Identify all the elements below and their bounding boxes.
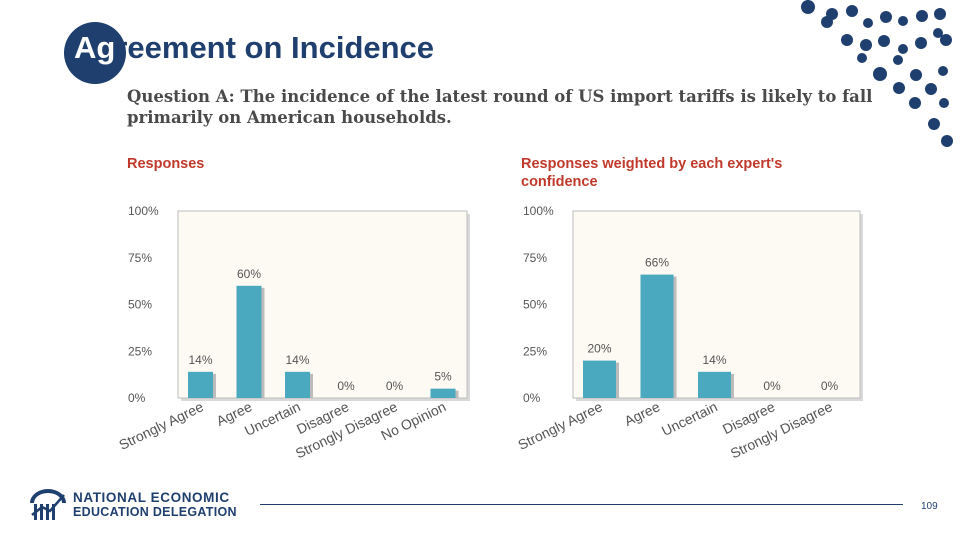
chart-left-title: Responses	[127, 156, 205, 172]
decorative-dot	[860, 39, 872, 51]
decorative-dot	[909, 97, 921, 109]
bar	[583, 360, 616, 398]
footer-divider	[260, 504, 903, 505]
decorative-dot	[898, 16, 908, 26]
org-name-line1: NATIONAL ECONOMIC	[73, 490, 230, 505]
x-category-label: Uncertain	[659, 398, 720, 439]
decorative-dot	[941, 135, 953, 147]
decorative-dot	[893, 82, 905, 94]
y-tick-label: 50%	[128, 298, 152, 312]
decorative-dot	[801, 0, 815, 14]
bar-value-label: 20%	[587, 342, 611, 356]
decorative-dot	[863, 18, 873, 28]
decorative-dot	[821, 16, 833, 28]
plot-area	[572, 210, 861, 399]
decorative-dot	[915, 37, 927, 49]
bar	[640, 274, 674, 398]
bar-value-label: 0%	[337, 379, 355, 393]
y-tick-label: 75%	[128, 251, 152, 265]
x-category-label: Agree	[622, 398, 663, 429]
bar-value-label: 0%	[763, 379, 781, 393]
bar-value-label: 14%	[188, 353, 212, 367]
decorative-dot	[925, 83, 937, 95]
decorative-dot-pattern	[801, 0, 953, 147]
decorative-dot	[938, 66, 948, 76]
bar-value-label: 14%	[702, 353, 726, 367]
decorative-dot	[910, 69, 922, 81]
y-tick-label: 100%	[523, 204, 554, 218]
chart-right-title: Responses weighted by each expert's conf…	[521, 156, 783, 190]
decorative-dot	[934, 8, 946, 20]
decorative-dot	[880, 11, 892, 23]
x-category-label: Strongly Agree	[515, 398, 605, 453]
bar	[236, 285, 262, 398]
bar-value-label: 0%	[821, 379, 839, 393]
bar-value-label: 5%	[434, 370, 452, 384]
plot-area	[177, 210, 468, 399]
y-tick-label: 25%	[523, 344, 547, 358]
y-tick-label: 100%	[128, 204, 159, 218]
decorative-dot	[857, 53, 867, 63]
y-tick-label: 0%	[523, 391, 541, 405]
bar-value-label: 60%	[237, 267, 261, 281]
bar-value-label: 66%	[645, 256, 669, 270]
decorative-dot	[928, 118, 940, 130]
y-tick-label: 50%	[523, 298, 547, 312]
y-tick-label: 0%	[128, 391, 146, 405]
decorative-dot	[893, 55, 903, 65]
bar-value-label: 14%	[285, 353, 309, 367]
decorative-dot	[846, 5, 858, 17]
decorative-dot	[916, 10, 928, 22]
decorative-dot	[940, 34, 952, 46]
slide-title: Agreement on Incidence	[74, 30, 434, 66]
slide-title-rest: reement on Incidence	[115, 30, 435, 65]
y-tick-label: 25%	[128, 344, 152, 358]
decorative-dot	[933, 28, 943, 38]
decorative-dot	[939, 98, 949, 108]
bar	[285, 371, 310, 398]
bar	[698, 371, 731, 398]
decorative-dot	[841, 34, 853, 46]
decorative-dot	[873, 67, 887, 81]
bar	[188, 371, 213, 398]
slide-title-first-letters: Ag	[74, 30, 116, 65]
need-logo-icon	[30, 489, 66, 520]
decorative-dot	[898, 44, 908, 54]
y-tick-label: 75%	[523, 251, 547, 265]
org-name-line2: EDUCATION DELEGATION	[73, 505, 237, 519]
question-text: Question A: The incidence of the latest …	[127, 87, 873, 127]
decorative-dot	[878, 35, 890, 47]
x-category-label: Strongly Disagree	[728, 398, 835, 461]
bar-value-label: 0%	[386, 379, 404, 393]
page-number: 109	[921, 501, 938, 512]
bar	[430, 388, 456, 398]
title-circle-accent	[64, 22, 126, 84]
